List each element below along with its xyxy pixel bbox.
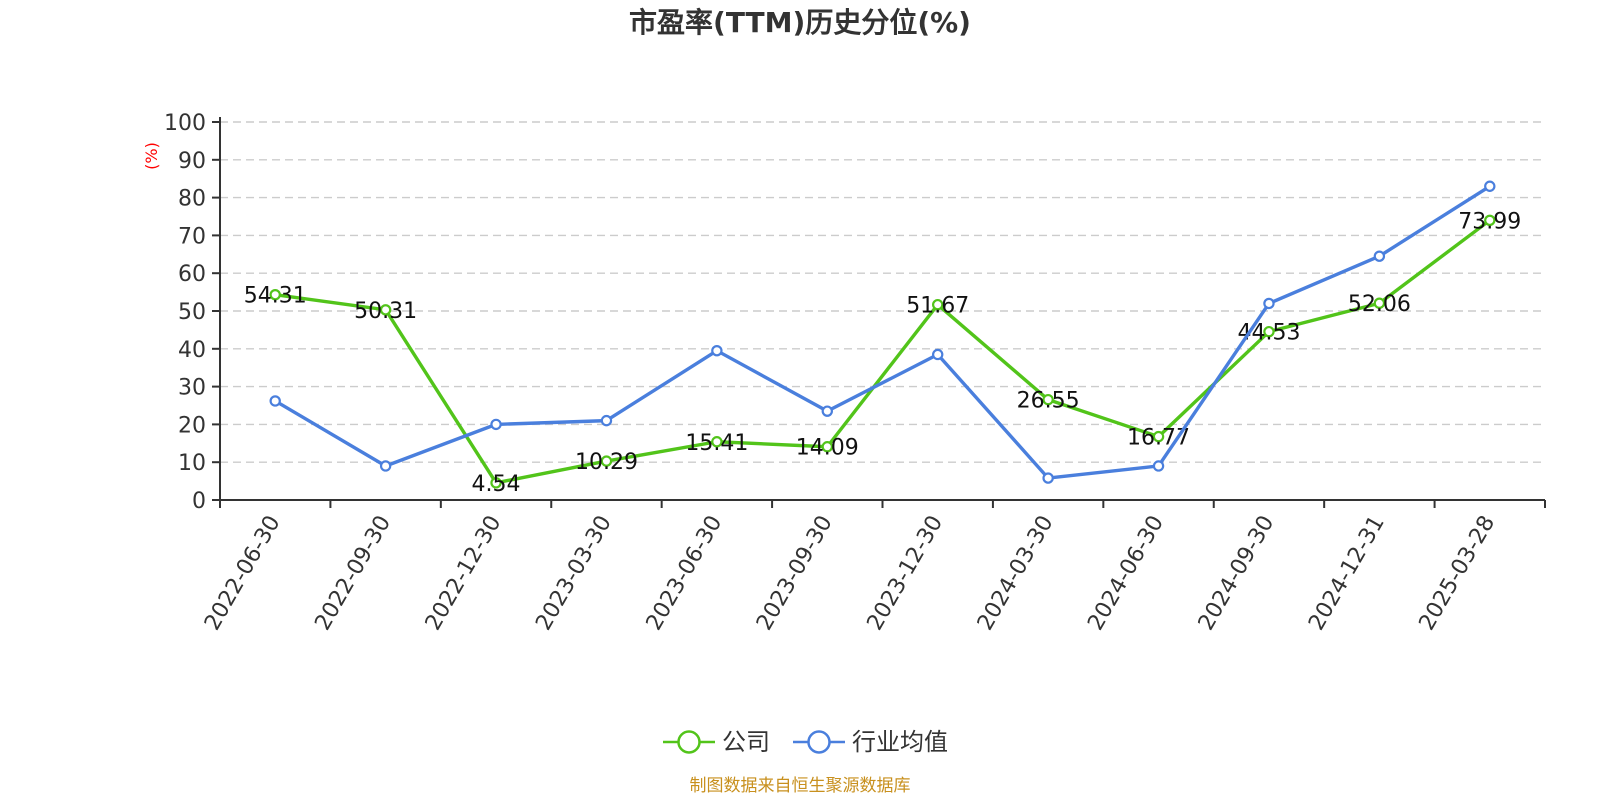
series-1-point-10[interactable] bbox=[1373, 250, 1386, 262]
y-tick-label-5: 50 bbox=[178, 300, 206, 325]
x-tick-label-1: 2022-09-30 bbox=[310, 512, 396, 635]
x-tick-label-11: 2025-03-28 bbox=[1415, 512, 1501, 635]
x-tick-label-9: 2024-09-30 bbox=[1194, 512, 1280, 635]
series-0-data-label-8: 16.77 bbox=[1127, 426, 1190, 451]
legend-marker-1 bbox=[807, 730, 831, 754]
series-1-point-3[interactable] bbox=[600, 414, 613, 427]
x-tick-label-8: 2024-06-30 bbox=[1083, 512, 1169, 635]
series-0-point-0[interactable] bbox=[269, 289, 281, 301]
y-tick-label-0: 0 bbox=[192, 489, 206, 514]
series-1-point-8[interactable] bbox=[1152, 460, 1165, 472]
y-tick-label-4: 40 bbox=[178, 338, 206, 363]
series-0-point-1[interactable] bbox=[379, 304, 392, 316]
x-tick-label-7: 2024-03-30 bbox=[973, 512, 1059, 635]
legend-label-0[interactable]: 公司 bbox=[722, 728, 770, 756]
x-tick-label-3: 2023-03-30 bbox=[531, 512, 617, 635]
series-0-data-label-2: 4.54 bbox=[472, 472, 521, 497]
y-axis-label: (%) bbox=[142, 142, 161, 170]
x-tick-label-0: 2022-06-30 bbox=[200, 512, 286, 635]
y-tick-label-1: 10 bbox=[178, 451, 206, 476]
x-tick-label-6: 2023-12-30 bbox=[863, 511, 949, 634]
series-0-point-5[interactable] bbox=[821, 441, 833, 453]
series-1-point-6[interactable] bbox=[932, 348, 944, 361]
series-0-point-8[interactable] bbox=[1152, 430, 1165, 443]
source-note: 制图数据来自恒生聚源数据库 bbox=[690, 776, 911, 796]
series-0-point-9[interactable] bbox=[1263, 325, 1275, 338]
series-0-data-label-7: 26.55 bbox=[1017, 389, 1080, 414]
y-tick-label-7: 70 bbox=[178, 224, 206, 249]
y-tick-label-8: 80 bbox=[178, 187, 206, 212]
x-tick-label-2: 2022-12-30 bbox=[421, 511, 507, 634]
x-tick-label-10: 2024-12-31 bbox=[1304, 512, 1390, 635]
series-0-point-7[interactable] bbox=[1042, 393, 1054, 406]
series-0-point-4[interactable] bbox=[711, 436, 723, 448]
series-0-data-label-6: 51.67 bbox=[906, 294, 969, 319]
chart-title: 市盈率(TTM)历史分位(%) bbox=[629, 6, 971, 39]
series-0-point-11[interactable] bbox=[1484, 214, 1496, 227]
x-tick-label-5: 2023-09-30 bbox=[752, 512, 838, 635]
series-1-point-9[interactable] bbox=[1263, 297, 1275, 310]
series-1-point-5[interactable] bbox=[821, 405, 833, 417]
series-line-0 bbox=[273, 218, 1492, 485]
y-tick-label-3: 30 bbox=[178, 376, 206, 401]
legend[interactable]: 公司 行业均值 bbox=[663, 728, 948, 756]
series-0-point-3[interactable] bbox=[600, 455, 613, 467]
series-0-data-label-0: 54.31 bbox=[244, 284, 307, 309]
series-0-point-6[interactable] bbox=[932, 298, 944, 311]
legend-marker-0 bbox=[677, 730, 701, 754]
y-tick-label-6: 60 bbox=[178, 262, 206, 287]
series-1-point-4[interactable] bbox=[711, 344, 723, 357]
series-1-point-2[interactable] bbox=[490, 418, 502, 431]
series-0-data-label-11: 73.99 bbox=[1458, 209, 1521, 234]
series-1-point-7[interactable] bbox=[1042, 472, 1054, 484]
legend-label-1[interactable]: 行业均值 bbox=[852, 728, 948, 756]
y-tick-label-2: 20 bbox=[178, 413, 206, 438]
series-0-data-label-1: 50.31 bbox=[354, 299, 417, 324]
plot-area: 0 10 20 30 40 50 60 70 80 90 100 2022-06-30 2022-09-… bbox=[164, 111, 1546, 635]
series-line-1 bbox=[273, 184, 1492, 480]
series-0-data-label-5: 14.09 bbox=[796, 436, 859, 461]
series-1-point-0[interactable] bbox=[269, 395, 281, 407]
series-1-point-1[interactable] bbox=[379, 460, 392, 472]
series-0-point-2[interactable] bbox=[490, 477, 502, 489]
series-0-data-label-3: 10.29 bbox=[575, 450, 638, 475]
y-tick-label-10: 100 bbox=[164, 111, 206, 136]
series-0-data-label-10: 52.06 bbox=[1348, 292, 1411, 317]
series-0-point-10[interactable] bbox=[1373, 297, 1386, 309]
series-1-point-11[interactable] bbox=[1484, 180, 1496, 192]
x-tick-label-4: 2023-06-30 bbox=[642, 512, 728, 635]
y-tick-label-9: 90 bbox=[178, 149, 206, 174]
series-0-data-label-4: 15.41 bbox=[685, 431, 748, 456]
